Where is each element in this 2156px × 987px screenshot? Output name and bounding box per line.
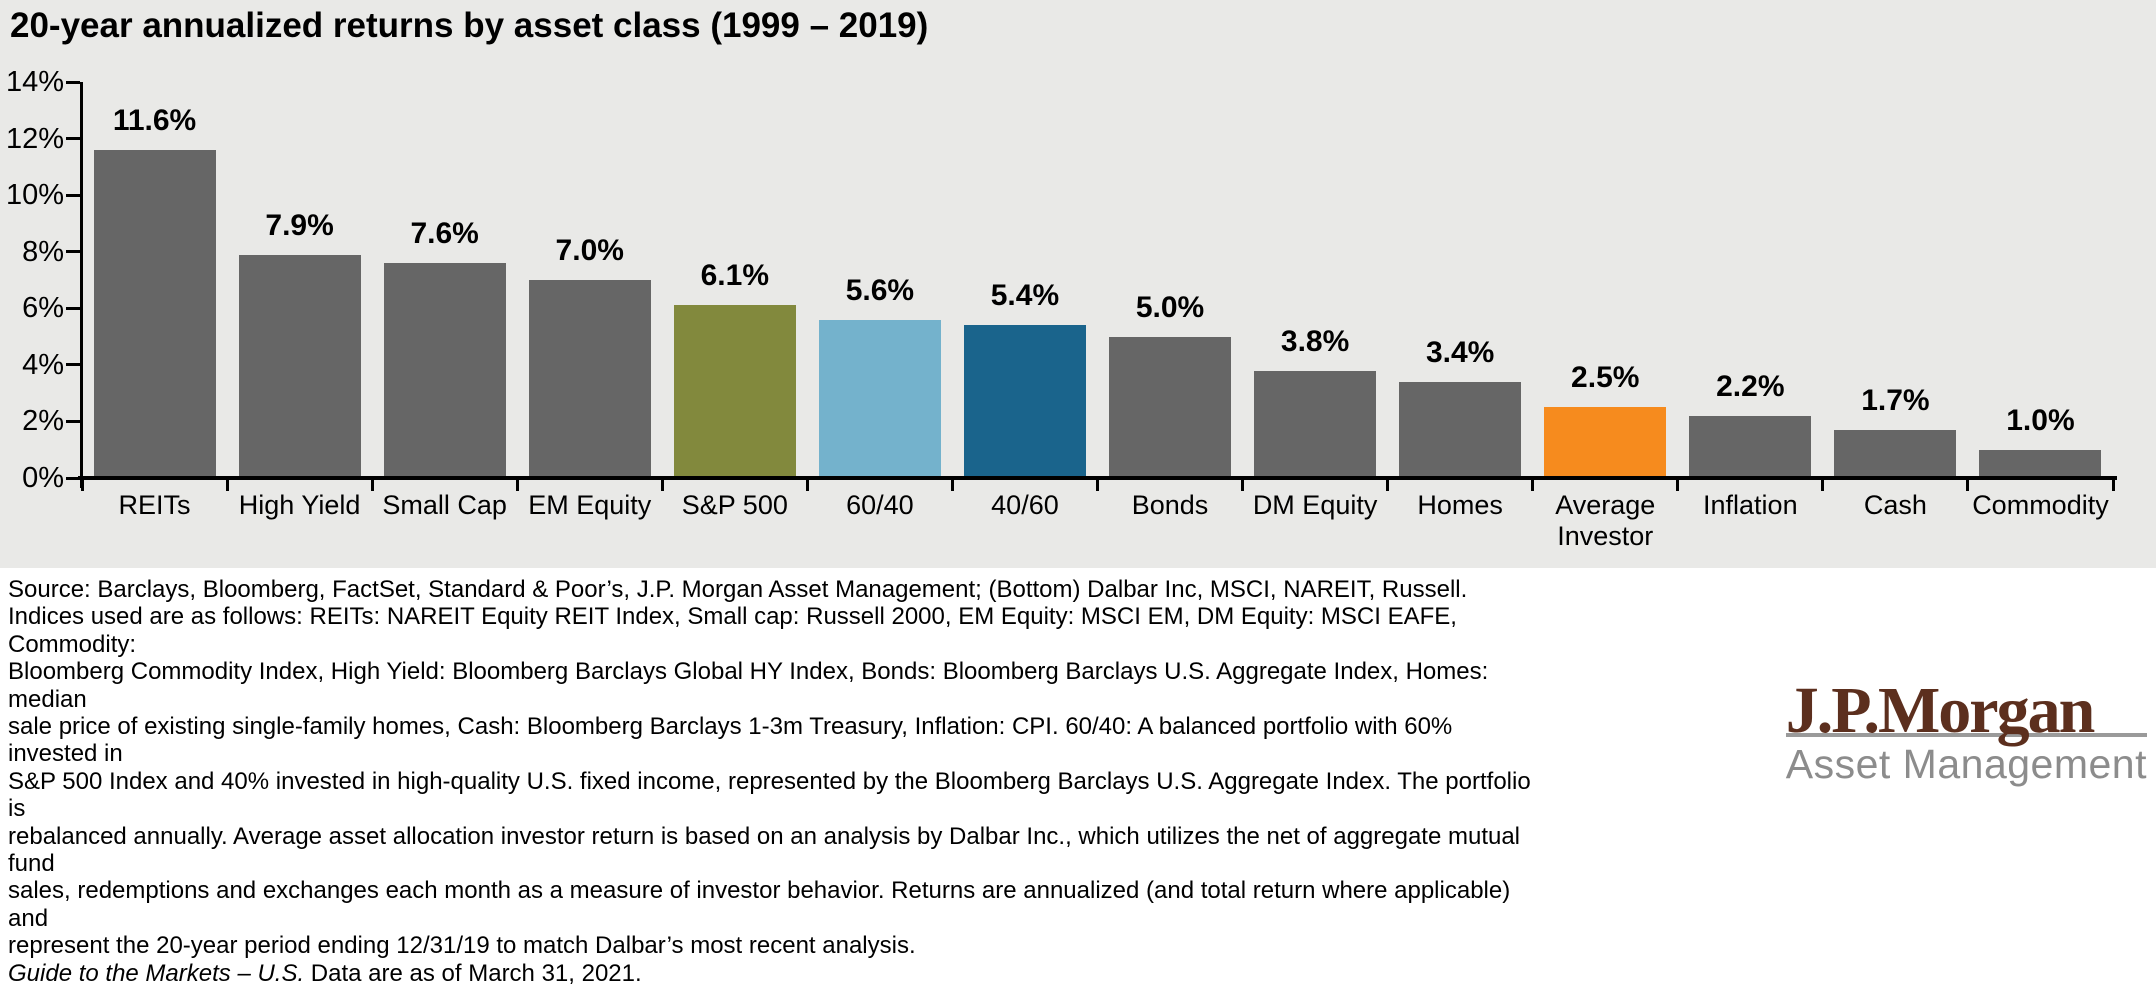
x-tick-14 (2111, 478, 2115, 491)
bar-high-yield (238, 254, 361, 478)
bar-value-em-equity: 7.0% (555, 234, 624, 267)
bar-dm-equity (1254, 370, 1377, 478)
x-axis-label-commodity: Commodity (1972, 490, 2109, 520)
x-tick-1 (225, 478, 229, 491)
bar-bonds (1109, 336, 1232, 478)
bar-value-small-cap: 7.6% (410, 217, 479, 251)
y-tick-2 (66, 419, 80, 423)
y-axis-label-10: 10% (5, 179, 64, 212)
y-tick-4 (66, 363, 80, 367)
x-axis-label-bonds: Bonds (1131, 490, 1209, 520)
y-tick-14 (66, 80, 80, 84)
bar-value-inflation: 2.2% (1716, 369, 1785, 403)
x-axis-label-average-investor: Average Investor (1555, 490, 1656, 551)
x-axis-label-dm-equity: DM Equity (1252, 490, 1378, 520)
bar-value-cash: 1.7% (1861, 383, 1930, 417)
y-tick-6 (66, 306, 80, 310)
bar-value-high-yield: 7.9% (265, 208, 334, 242)
x-tick-7 (1096, 478, 1099, 491)
x-tick-2 (370, 478, 374, 491)
x-axis-label-40-60: 40/60 (991, 490, 1059, 520)
bar-average-investor (1544, 407, 1667, 478)
x-axis-label-em-equity: EM Equity (528, 490, 652, 520)
y-tick-12 (66, 137, 80, 141)
y-axis-label-4: 4% (22, 348, 64, 381)
x-axis-label-small-cap: Small Cap (382, 490, 507, 520)
y-axis-label-8: 8% (22, 235, 64, 268)
y-axis-label-2: 2% (22, 405, 64, 438)
x-tick-11 (1676, 478, 1680, 491)
x-axis-label-cash: Cash (1863, 490, 1927, 520)
y-axis-line (80, 82, 83, 488)
bar-reits (93, 149, 216, 478)
chart-panel: 20-year annualized returns by asset clas… (0, 0, 2156, 568)
bar-value-dm-equity: 3.8% (1280, 324, 1350, 358)
footnote-line-8: represent the 20-year period ending 12/3… (8, 932, 916, 960)
footnote-line-7: sales, redemptions and exchanges each mo… (8, 877, 1511, 932)
bar-value-s-p-500: 6.1% (700, 259, 769, 293)
y-tick-8 (66, 250, 80, 254)
chart-title: 20-year annualized returns by asset clas… (10, 6, 929, 45)
footnote-line-gtm: Guide to the Markets – U.S. Data are as … (8, 960, 1538, 987)
x-axis-label-s-p-500: S&P 500 (681, 490, 788, 520)
x-tick-9 (1386, 478, 1390, 491)
bar-small-cap (383, 263, 506, 478)
y-axis-label-0: 0% (22, 462, 64, 494)
bar-value-homes: 3.4% (1425, 335, 1495, 369)
footnote: Source: Barclays, Bloomberg, FactSet, St… (8, 576, 1538, 987)
x-tick-8 (1241, 478, 1245, 491)
jpmorgan-wordmark: J.P.Morgan (1785, 674, 2096, 747)
y-axis-label-14: 14% (5, 66, 64, 98)
footnote-line-2: Indices used are as follows: REITs: NARE… (8, 603, 1457, 658)
footnote-line-1: Source: Barclays, Bloomberg, FactSet, St… (8, 576, 1468, 603)
logo-subtitle: Asset Management (1785, 741, 2147, 788)
y-tick-10 (66, 193, 80, 197)
x-tick-0 (80, 478, 84, 491)
y-axis-label-6: 6% (22, 292, 64, 325)
bar-value-bonds: 5.0% (1135, 290, 1205, 324)
y-axis-label-12: 12% (5, 122, 64, 155)
x-axis-label-reits: REITs (118, 490, 191, 520)
bar-commodity (1979, 449, 2102, 478)
x-tick-4 (660, 478, 664, 491)
bar-value-average-investor: 2.5% (1571, 361, 1640, 395)
x-axis-label-high-yield: High Yield (238, 490, 361, 520)
x-tick-12 (1821, 478, 1825, 491)
bar-value-reits: 11.6% (112, 103, 197, 137)
x-axis-label-homes: Homes (1417, 490, 1503, 520)
footnote-line-4: sale price of existing single-family hom… (8, 713, 1453, 768)
logo-underline (1785, 733, 2147, 738)
x-tick-6 (950, 478, 954, 491)
bar-homes (1399, 381, 1522, 478)
bar-em-equity (528, 280, 651, 478)
guide-to-the-markets-label: Guide to the Markets – U.S. (8, 959, 305, 987)
x-axis-label-inflation: Inflation (1703, 490, 1798, 520)
bar-value-60-40: 5.6% (845, 273, 915, 307)
bar-cash (1834, 429, 1957, 478)
footnote-line-6: rebalanced annually. Average asset alloc… (8, 822, 1521, 878)
data-as-of-label: Data are as of March 31, 2021. (304, 959, 642, 987)
bar-40-60 (963, 325, 1086, 478)
y-tick-0 (66, 476, 80, 480)
jpmorgan-logo: J.P.Morgan Asset Management (1785, 674, 2147, 788)
bar-value-commodity: 1.0% (2006, 403, 2075, 437)
x-tick-3 (515, 478, 519, 491)
footnote-line-5: S&P 500 Index and 40% invested in high-q… (8, 767, 1531, 823)
bar-60-40 (818, 319, 941, 478)
bar-s-p-500 (673, 305, 796, 478)
x-tick-10 (1531, 478, 1535, 491)
bar-value-40-60: 5.4% (990, 279, 1060, 313)
x-tick-13 (1966, 478, 1970, 491)
x-axis-label-60-40: 60/40 (846, 490, 914, 520)
bar-inflation (1689, 415, 1812, 478)
footnote-line-3: Bloomberg Commodity Index, High Yield: B… (8, 658, 1489, 713)
x-tick-5 (805, 478, 809, 491)
